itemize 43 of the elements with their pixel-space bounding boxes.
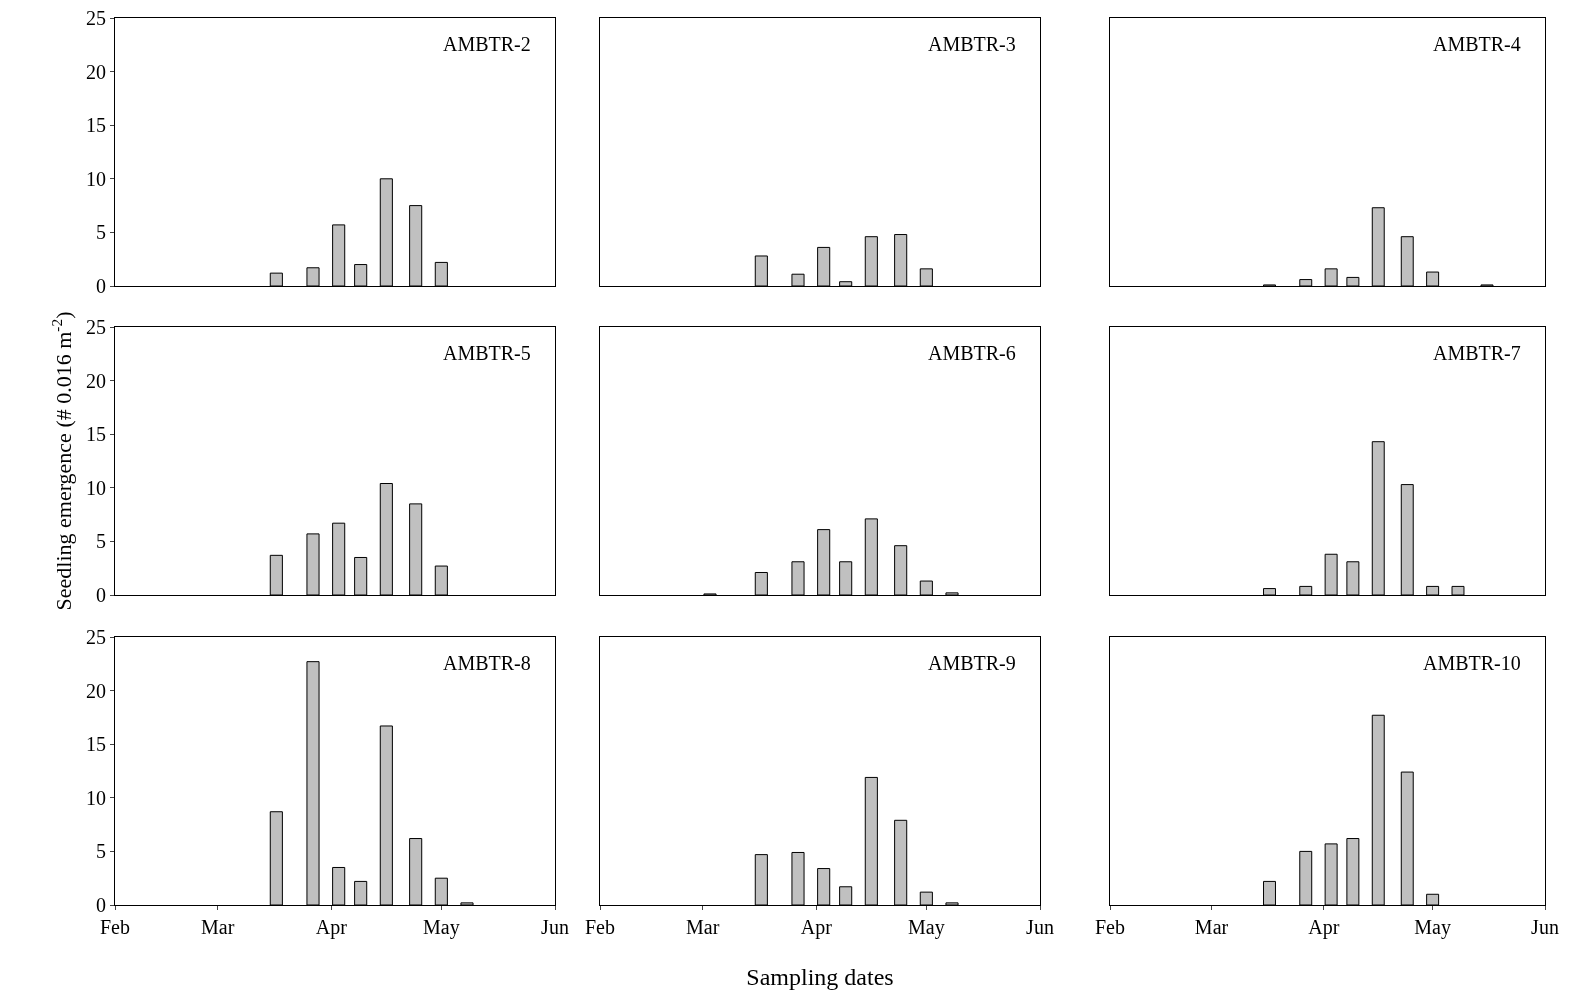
y-tick-label: 20: [86, 60, 106, 83]
y-tick-label: 0: [96, 894, 106, 916]
x-tick-label: Feb: [585, 916, 615, 938]
text: AMBTR-6: [928, 342, 1016, 364]
y-tick-label: 10: [86, 786, 106, 809]
x-tick-label: May: [1414, 916, 1451, 939]
text: AMBTR-2: [443, 33, 531, 55]
text: AMBTR-4: [1433, 33, 1521, 55]
x-tick-label: Feb: [1095, 916, 1125, 938]
y-tick-label: 10: [86, 476, 106, 499]
y-tick-label: 20: [86, 679, 106, 702]
x-tick-label: Feb: [100, 916, 130, 938]
text: AMBTR-8: [443, 652, 531, 674]
text: AMBTR-3: [928, 33, 1016, 55]
y-tick-label: 15: [86, 114, 106, 137]
text: AMBTR-9: [928, 652, 1016, 674]
x-axis-title: Sampling dates: [746, 964, 894, 991]
text: AMBTR-10: [1423, 652, 1521, 674]
y-tick-label: 0: [96, 275, 106, 297]
text: AMBTR-5: [443, 342, 531, 364]
x-tick-label: Mar: [201, 916, 235, 938]
y-tick-label: 10: [86, 167, 106, 190]
y-tick-label: 25: [86, 626, 106, 648]
y-tick-label: 5: [96, 530, 106, 553]
y-tick-label: 0: [96, 584, 106, 606]
y-tick-label: 15: [86, 733, 106, 756]
y-tick-label: 25: [86, 7, 106, 29]
x-tick-label: Mar: [686, 916, 720, 938]
x-tick-label: May: [422, 916, 460, 939]
x-tick-label: Mar: [1194, 916, 1229, 938]
x-tick-label: Jun: [541, 916, 569, 938]
x-tick-label: Jun: [1531, 916, 1559, 938]
y-tick-label: 15: [86, 423, 106, 446]
x-tick-label: Apr: [315, 916, 348, 939]
text: AMBTR-7: [1433, 342, 1521, 364]
y-tick-label: 5: [96, 840, 106, 863]
y-tick-label: 5: [96, 221, 106, 244]
x-tick-label: Apr: [1308, 916, 1340, 939]
y-tick-label: 20: [86, 369, 106, 392]
x-tick-label: Jun: [1026, 916, 1054, 938]
x-tick-label: Apr: [800, 916, 833, 939]
y-tick-label: 25: [86, 316, 106, 338]
x-tick-label: May: [907, 916, 945, 939]
